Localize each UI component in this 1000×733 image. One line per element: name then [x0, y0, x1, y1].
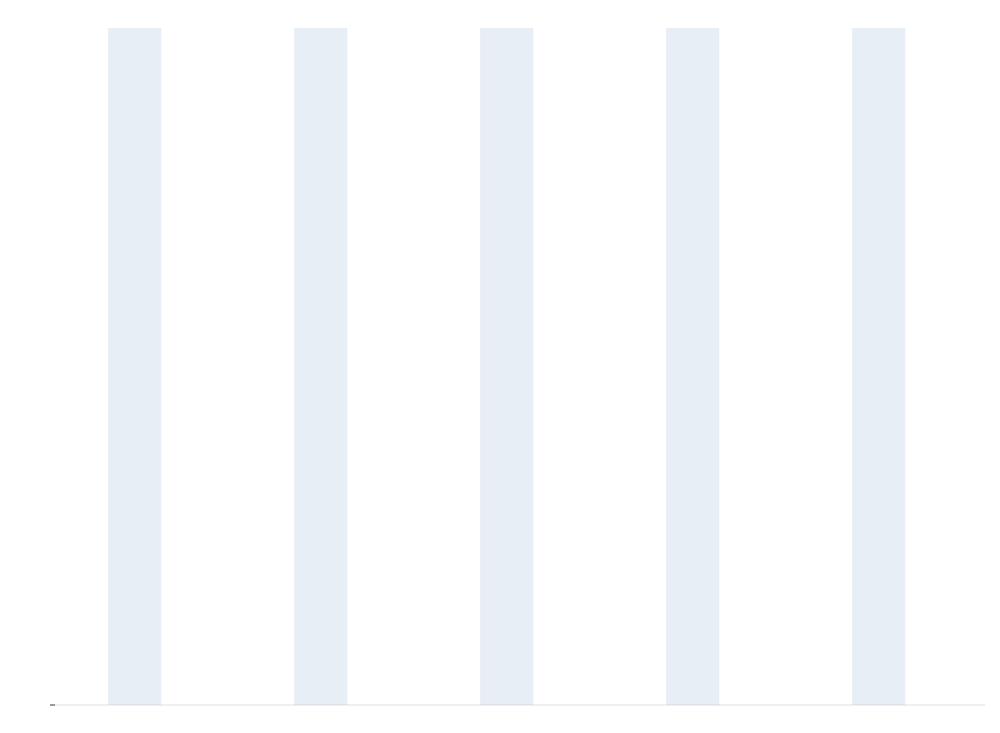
- weekend-band: [294, 28, 347, 705]
- weekend-band: [666, 28, 719, 705]
- weekend-band: [108, 28, 161, 705]
- weekend-band: [480, 28, 533, 705]
- weekend-band: [852, 28, 905, 705]
- surface-pressure-chart: [0, 0, 1000, 733]
